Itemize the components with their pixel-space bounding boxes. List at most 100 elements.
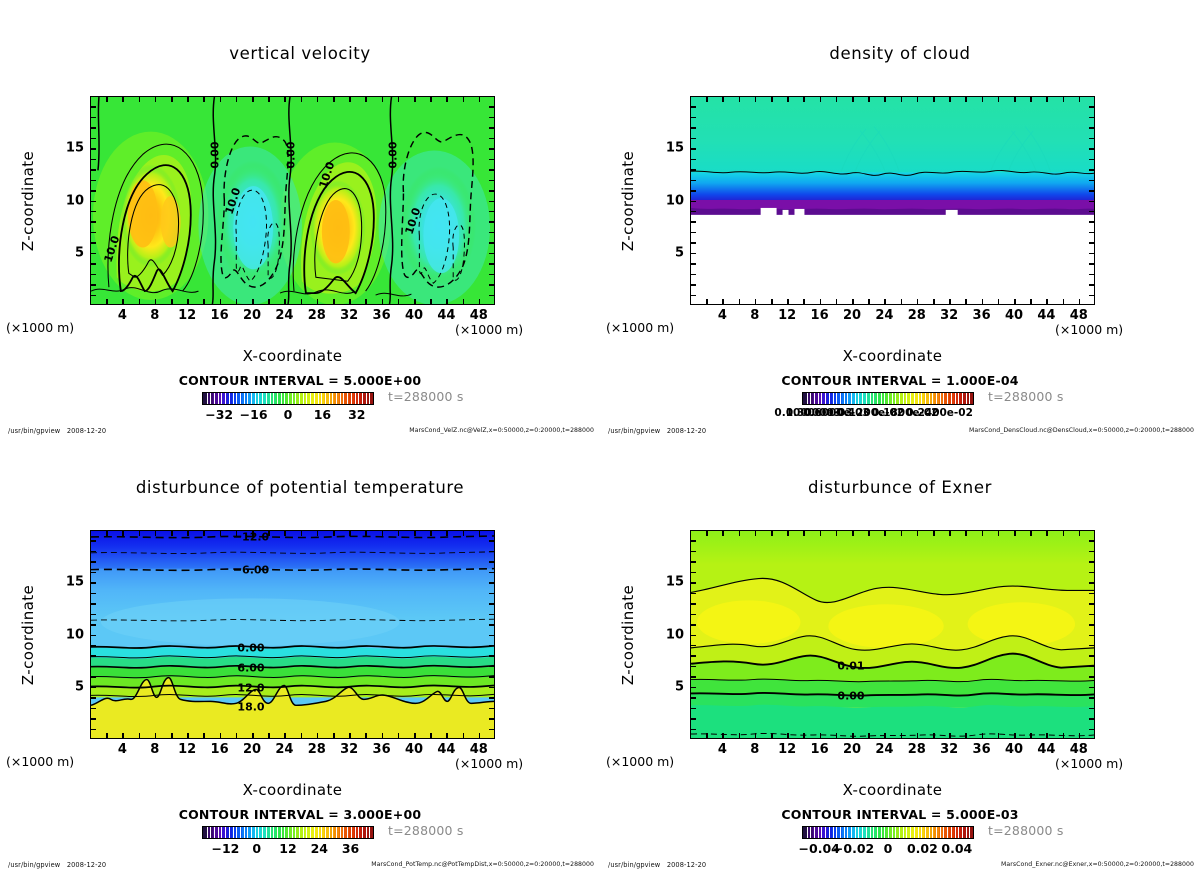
colorbar-tick-separator xyxy=(225,393,227,404)
colorbar-tick-separator xyxy=(939,827,941,838)
colorbar-tick-separator xyxy=(343,393,345,404)
contour-label: 6.00 xyxy=(237,661,265,675)
x-tick-label: 28 xyxy=(307,308,326,323)
x-tick-label: 44 xyxy=(1037,742,1056,757)
colorbar-tick-label: 0.2400e-02 xyxy=(906,407,973,419)
y-tick-label: 10 xyxy=(65,193,84,208)
x-tick xyxy=(462,96,465,102)
x-tick xyxy=(771,299,773,305)
x-tick xyxy=(235,733,238,739)
colorbar-tick-separator xyxy=(280,393,282,404)
y-tick xyxy=(690,676,696,678)
x-tick xyxy=(478,733,481,739)
x-tick xyxy=(414,96,416,102)
x-tick xyxy=(706,733,708,739)
colorbar-tick-separator xyxy=(347,827,349,838)
footer-source: MarsCond_DensCloud.nc@DensCloud,x=0:5000… xyxy=(968,427,1194,434)
colorbar-tick-separator xyxy=(214,827,216,838)
x-tick xyxy=(1030,299,1032,305)
colorbar-cell xyxy=(295,393,301,404)
x-tick-label: 16 xyxy=(210,742,229,757)
colorbar-cell xyxy=(222,827,228,838)
x-tick xyxy=(252,96,254,102)
y-tick xyxy=(1089,221,1095,223)
colorbar-tick-separator xyxy=(217,827,219,838)
x-unit-left: (×1000 m) xyxy=(6,754,75,769)
x-tick xyxy=(868,96,870,102)
x-tick xyxy=(252,733,254,739)
y-tick xyxy=(489,221,495,223)
y-tick xyxy=(690,252,696,255)
x-tick xyxy=(1014,530,1016,536)
x-tick xyxy=(462,530,465,536)
x-tick xyxy=(122,530,124,536)
x-tick xyxy=(268,299,270,305)
colorbar-tick-separator xyxy=(817,393,819,404)
y-tick xyxy=(690,686,696,689)
y-tick-label: 10 xyxy=(665,193,684,208)
colorbar-cell xyxy=(866,393,872,404)
x-tick xyxy=(1078,96,1081,102)
colorbar-tick-separator xyxy=(291,827,293,838)
plot-frame: −12.0 −6.00 0.00 6.00 12.0 18.0 xyxy=(90,530,495,739)
y-tick xyxy=(1089,634,1095,636)
colorbar-cell xyxy=(290,827,296,838)
colorbar-cell xyxy=(900,393,906,404)
x-tick xyxy=(754,96,757,102)
x-tick-label: 44 xyxy=(1037,308,1056,323)
x-tick-label: 32 xyxy=(340,308,359,323)
y-tick xyxy=(489,252,495,255)
colorbar-tick-separator xyxy=(810,393,812,404)
x-axis-numbers: 4 8 12 16 20 24 28 32 36 40 44 48 xyxy=(690,742,1095,758)
x-unit-left: (×1000 m) xyxy=(606,320,675,335)
y-tick xyxy=(489,169,495,171)
y-tick xyxy=(690,561,696,563)
x-tick xyxy=(754,299,757,305)
colorbar-cell xyxy=(368,827,373,838)
colorbar-tick-separator xyxy=(336,393,338,404)
colorbar-cell xyxy=(875,827,881,838)
x-tick xyxy=(868,733,870,739)
colorbar-cell xyxy=(890,393,896,404)
x-unit-left: (×1000 m) xyxy=(6,320,75,335)
x-tick xyxy=(1030,733,1032,739)
colorbar-tick-separator xyxy=(291,393,293,404)
y-tick xyxy=(690,665,696,668)
colorbar-tick-separator xyxy=(880,393,882,404)
y-tick xyxy=(489,571,495,574)
colorbar-tick-separator xyxy=(247,393,249,404)
x-tick-label: 28 xyxy=(907,742,926,757)
colorbar-tick-separator xyxy=(284,393,286,404)
x-tick xyxy=(333,96,335,102)
colorbar-tick-separator xyxy=(302,393,304,404)
y-tick xyxy=(1089,148,1095,150)
x-axis-numbers: 4 8 12 16 20 24 28 32 36 40 44 48 xyxy=(90,742,495,758)
x-tick xyxy=(916,530,919,536)
colorbar-tick-separator xyxy=(862,393,864,404)
colorbar-cell xyxy=(939,827,944,838)
x-tick xyxy=(1046,299,1048,305)
colorbar-tick-separator xyxy=(273,827,275,838)
colorbar-tick-separator xyxy=(324,393,326,404)
colorbar-tick-label: −32 xyxy=(205,407,234,422)
y-tick xyxy=(489,158,495,161)
y-tick xyxy=(90,676,96,678)
colorbar-tick-separator xyxy=(939,393,941,404)
x-tick xyxy=(771,96,773,102)
y-tick xyxy=(90,116,96,119)
y-tick xyxy=(690,116,696,119)
colorbar-tick-separator xyxy=(210,827,212,838)
colorbar-numbers: −0.04 −0.02 0 0.02 0.04 xyxy=(799,841,974,857)
colorbar-cell xyxy=(822,827,828,838)
x-tick-label: 12 xyxy=(778,742,797,757)
colorbar-cell xyxy=(339,827,344,838)
colorbar-tick-separator xyxy=(865,827,867,838)
colorbar-tick-separator xyxy=(958,827,960,838)
colorbar-tick-label: 0 xyxy=(252,841,262,856)
colorbar-tick-separator xyxy=(814,827,816,838)
x-tick xyxy=(803,96,805,102)
colorbar-tick-separator xyxy=(262,393,264,404)
colorbar-tick-separator xyxy=(350,827,352,838)
y-tick xyxy=(690,550,696,553)
x-tick xyxy=(835,530,838,536)
